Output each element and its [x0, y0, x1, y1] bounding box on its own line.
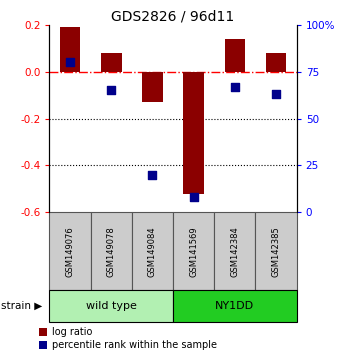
Bar — [173, 212, 214, 290]
Title: GDS2826 / 96d11: GDS2826 / 96d11 — [112, 10, 235, 24]
Text: GSM142385: GSM142385 — [271, 226, 281, 277]
Bar — [183, 72, 204, 194]
Bar — [60, 27, 80, 72]
Bar — [173, 290, 297, 322]
Point — [67, 59, 73, 65]
Point — [273, 91, 279, 97]
Bar — [132, 212, 173, 290]
Bar — [266, 53, 286, 72]
Text: GSM141569: GSM141569 — [189, 226, 198, 277]
Legend: log ratio, percentile rank within the sample: log ratio, percentile rank within the sa… — [39, 327, 217, 350]
Text: GSM142384: GSM142384 — [231, 226, 239, 277]
Text: GSM149076: GSM149076 — [65, 226, 75, 277]
Text: strain ▶: strain ▶ — [1, 301, 43, 311]
Bar — [101, 53, 121, 72]
Text: NY1DD: NY1DD — [215, 301, 254, 311]
Point — [232, 84, 238, 90]
Bar — [49, 290, 173, 322]
Bar — [142, 72, 163, 102]
Point — [150, 172, 155, 178]
Text: GSM149084: GSM149084 — [148, 226, 157, 277]
Point — [191, 195, 196, 200]
Text: wild type: wild type — [86, 301, 137, 311]
Point — [108, 87, 114, 93]
Bar — [49, 212, 91, 290]
Bar — [255, 212, 297, 290]
Bar — [225, 39, 245, 72]
Bar — [91, 212, 132, 290]
Text: GSM149078: GSM149078 — [107, 226, 116, 277]
Bar — [214, 212, 255, 290]
